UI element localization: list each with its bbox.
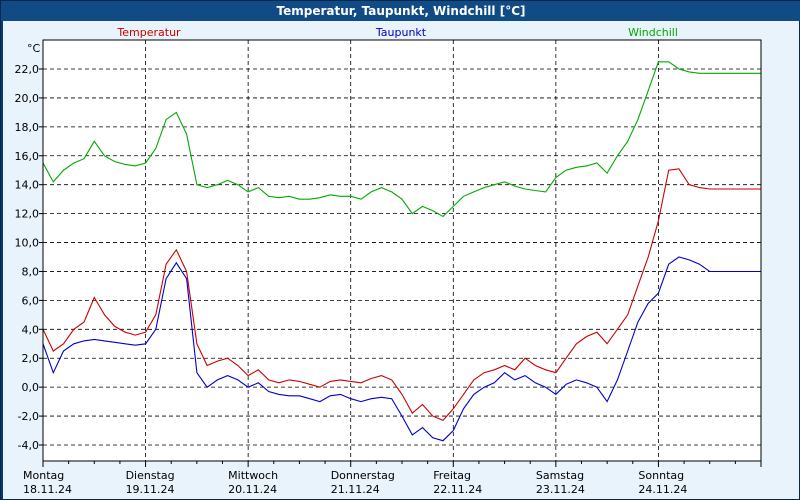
x-day-label: Dienstag [126,469,175,482]
y-tick-label: 10,0 [15,237,40,250]
x-date-label: 24.11.24 [638,483,687,496]
y-tick-label: 6,0 [22,294,40,307]
legend-temperatur: Temperatur [116,26,181,39]
y-tick-label: 4,0 [22,323,40,336]
y-tick-label: -4,0 [18,439,39,452]
x-date-label: 19.11.24 [126,483,175,496]
chart-svg: 22,0 20,0 18,0 16,0 14,0 12,0 10,0 8,0 6,0 4,0 2,0… [15,26,762,496]
legend-windchill: Windchill [628,26,678,39]
x-day-label: Mittwoch [228,469,278,482]
y-tick-label: -2,0 [18,410,39,423]
series-line-temperatur [42,168,761,422]
plot-frame [42,39,762,462]
y-tick-label: 16,0 [15,150,40,163]
x-day-label: Samstag [536,469,584,482]
series-line-windchill [42,61,761,218]
chart-panel: 22,0 20,0 18,0 16,0 14,0 12,0 10,0 8,0 6,0 4,0 2,0… [3,21,799,499]
chart-title: Temperatur, Taupunkt, Windchill [°C] [1,1,800,21]
x-day-label: Freitag [433,469,471,482]
y-tick-label: 2,0 [22,352,40,365]
y-tick-label: 20,0 [15,92,40,105]
x-day-label: Montag [23,469,64,482]
y-axis-unit: °C [27,42,41,55]
y-tick-label: 0,0 [22,381,40,394]
series-line-taupunkt [42,256,761,442]
x-day-label: Sonntag [638,469,684,482]
legend-taupunkt: Taupunkt [375,26,427,39]
y-tick-label: 18,0 [15,121,40,134]
x-day-label: Donnerstag [331,469,395,482]
y-tick-label: 14,0 [15,179,40,192]
y-tick-label: 12,0 [15,208,40,221]
x-date-label: 22.11.24 [433,483,482,496]
y-tick-label: 8,0 [22,265,40,278]
plot-area [43,40,761,461]
x-date-label: 21.11.24 [331,483,380,496]
x-date-label: 20.11.24 [228,483,277,496]
x-date-label: 23.11.24 [536,483,585,496]
x-date-label: 18.11.24 [23,483,72,496]
y-tick-label: 22,0 [15,63,40,76]
